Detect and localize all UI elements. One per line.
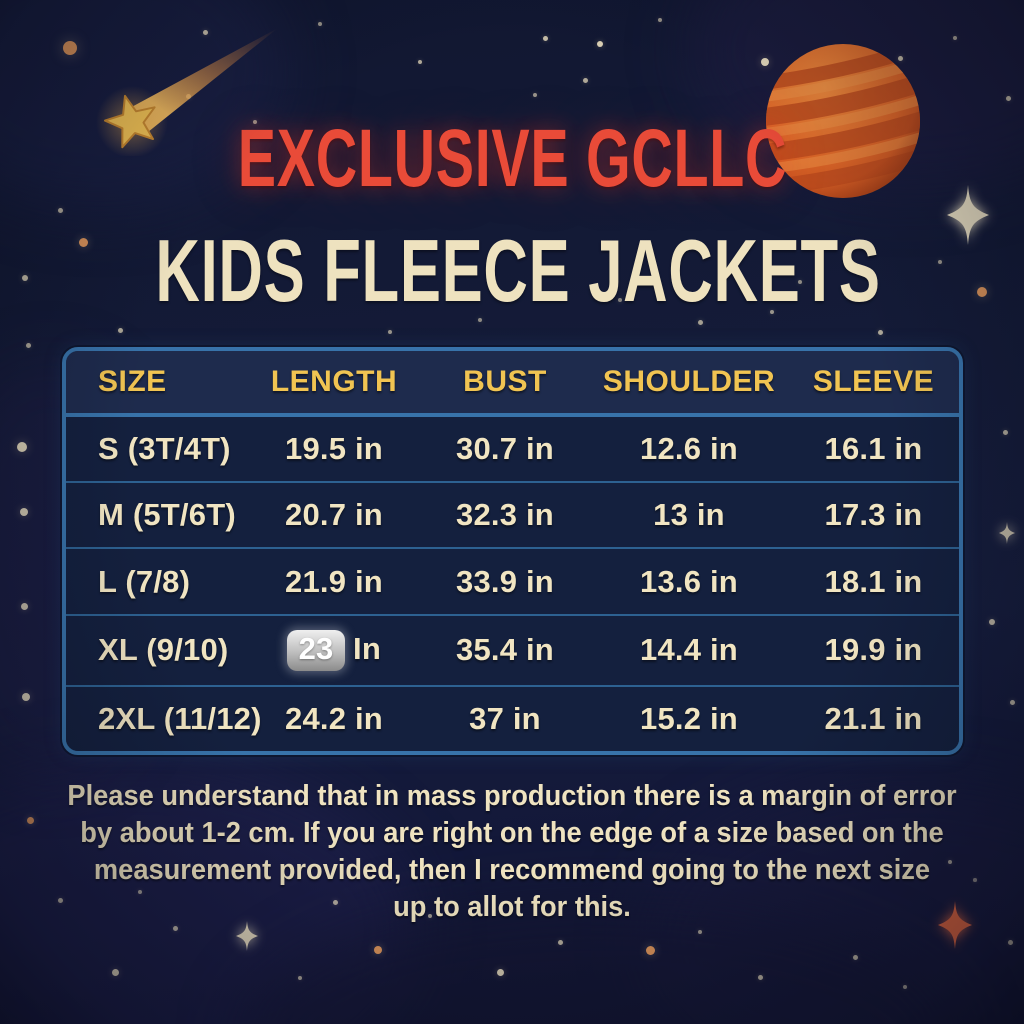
sleeve-cell: 18.1 in <box>824 563 923 599</box>
star-dot <box>557 939 563 945</box>
star-dot <box>20 602 28 610</box>
sparkle-icon <box>999 522 1015 549</box>
shoulder-cell: 15.2 in <box>640 700 738 736</box>
star-dot <box>298 976 302 980</box>
star-dot <box>542 35 548 41</box>
column-header-sleeve: SLEEVE <box>812 365 935 398</box>
length-unit: In <box>353 630 381 666</box>
star-dot <box>1002 429 1008 435</box>
star-dot <box>111 968 119 976</box>
star-dot <box>57 207 63 213</box>
length-cell: 21.9 in <box>285 563 383 599</box>
star-dot <box>374 946 382 954</box>
column-header-shoulder: SHOULDER <box>602 365 776 398</box>
sleeve-cell: 21.1 in <box>824 700 923 736</box>
shoulder-cell: 13.6 in <box>640 563 738 599</box>
sleeve-cell: 16.1 in <box>824 431 923 467</box>
bust-cell: 33.9 in <box>456 563 554 599</box>
sleeve-cell: 17.3 in <box>824 497 923 533</box>
bust-cell: 37 in <box>469 700 541 736</box>
size-cell: S (3T/4T) <box>98 431 231 467</box>
star-dot <box>1009 699 1015 705</box>
length-cell: 19.5 in <box>285 431 383 467</box>
disclaimer-line: by about 1-2 cm. If you are right on the… <box>80 817 944 849</box>
page-title: KIDS FLEECE JACKETS <box>0 220 1024 322</box>
star-dot <box>658 18 662 22</box>
column-header-length: LENGTH <box>270 365 398 398</box>
star-dot <box>582 77 588 83</box>
column-header-bust: BUST <box>463 365 547 398</box>
badge-title-text: EXCLUSIVE GCLLC <box>237 113 787 204</box>
disclaimer-text: Please understand that in mass productio… <box>31 778 994 926</box>
length-cell-highlighted: 23 In <box>248 629 420 671</box>
shoulder-cell: 14.4 in <box>640 632 738 668</box>
star-dot <box>388 330 392 334</box>
page-title-text: KIDS FLEECE JACKETS <box>155 221 881 320</box>
size-cell: XL (9/10) <box>98 632 229 668</box>
star-dot <box>852 954 858 960</box>
star-dot <box>645 945 655 955</box>
disclaimer-line: up to allot for this. <box>393 891 631 923</box>
table-row-l: L (7/8) 21.9 in 33.9 in 13.6 in 18.1 in <box>66 549 959 616</box>
star-dot <box>1007 939 1013 945</box>
table-row-m: M (5T/6T) 20.7 in 32.3 in 13 in 17.3 in <box>66 483 959 550</box>
disclaimer-line: measurement provided, then I recommend g… <box>93 854 931 886</box>
star-dot <box>757 974 763 980</box>
star-dot <box>1005 95 1011 101</box>
star-dot <box>953 36 957 40</box>
size-cell: 2XL (11/12) <box>98 700 262 736</box>
badge-title: EXCLUSIVE GCLLC <box>0 112 1024 206</box>
star-dot <box>318 22 322 26</box>
shoulder-cell: 13 in <box>653 497 725 533</box>
size-cell: L (7/8) <box>98 563 191 599</box>
disclaimer-line: Please understand that in mass productio… <box>67 780 957 812</box>
size-chart-table: SIZE LENGTH BUST SHOULDER SLEEVE S (3T/4… <box>62 347 963 755</box>
bust-cell: 32.3 in <box>456 497 554 533</box>
bust-cell: 30.7 in <box>456 431 554 467</box>
star-dot <box>877 329 883 335</box>
size-cell: M (5T/6T) <box>98 497 236 533</box>
table-row-2xl: 2XL (11/12) 24.2 in 37 in 15.2 in 21.1 i… <box>66 686 959 751</box>
star-dot <box>63 41 77 55</box>
star-dot <box>533 93 537 97</box>
sparkle-icon <box>236 921 258 956</box>
table-header-row: SIZE LENGTH BUST SHOULDER SLEEVE <box>66 351 959 417</box>
table-row-xl: XL (9/10) 23 In 35.4 in 14.4 in 19.9 in <box>66 615 959 687</box>
star-dot <box>597 41 603 47</box>
star-dot <box>418 60 422 64</box>
star-dot <box>496 968 504 976</box>
column-header-size: SIZE <box>98 365 167 398</box>
table-row-s: S (3T/4T) 19.5 in 30.7 in 12.6 in 16.1 i… <box>66 417 959 484</box>
star-dot <box>17 442 27 452</box>
bust-cell: 35.4 in <box>456 632 554 668</box>
star-dot <box>22 693 30 701</box>
star-dot <box>989 619 995 625</box>
length-cell: 24.2 in <box>285 700 383 736</box>
star-dot <box>117 327 123 333</box>
length-cell: 20.7 in <box>285 497 383 533</box>
highlighted-length-value: 23 <box>287 629 346 671</box>
star-dot <box>172 925 178 931</box>
sleeve-cell: 19.9 in <box>824 632 923 668</box>
star-dot <box>20 508 28 516</box>
shoulder-cell: 12.6 in <box>640 431 738 467</box>
star-dot <box>698 930 702 934</box>
star-dot <box>25 342 31 348</box>
star-dot <box>903 985 907 989</box>
